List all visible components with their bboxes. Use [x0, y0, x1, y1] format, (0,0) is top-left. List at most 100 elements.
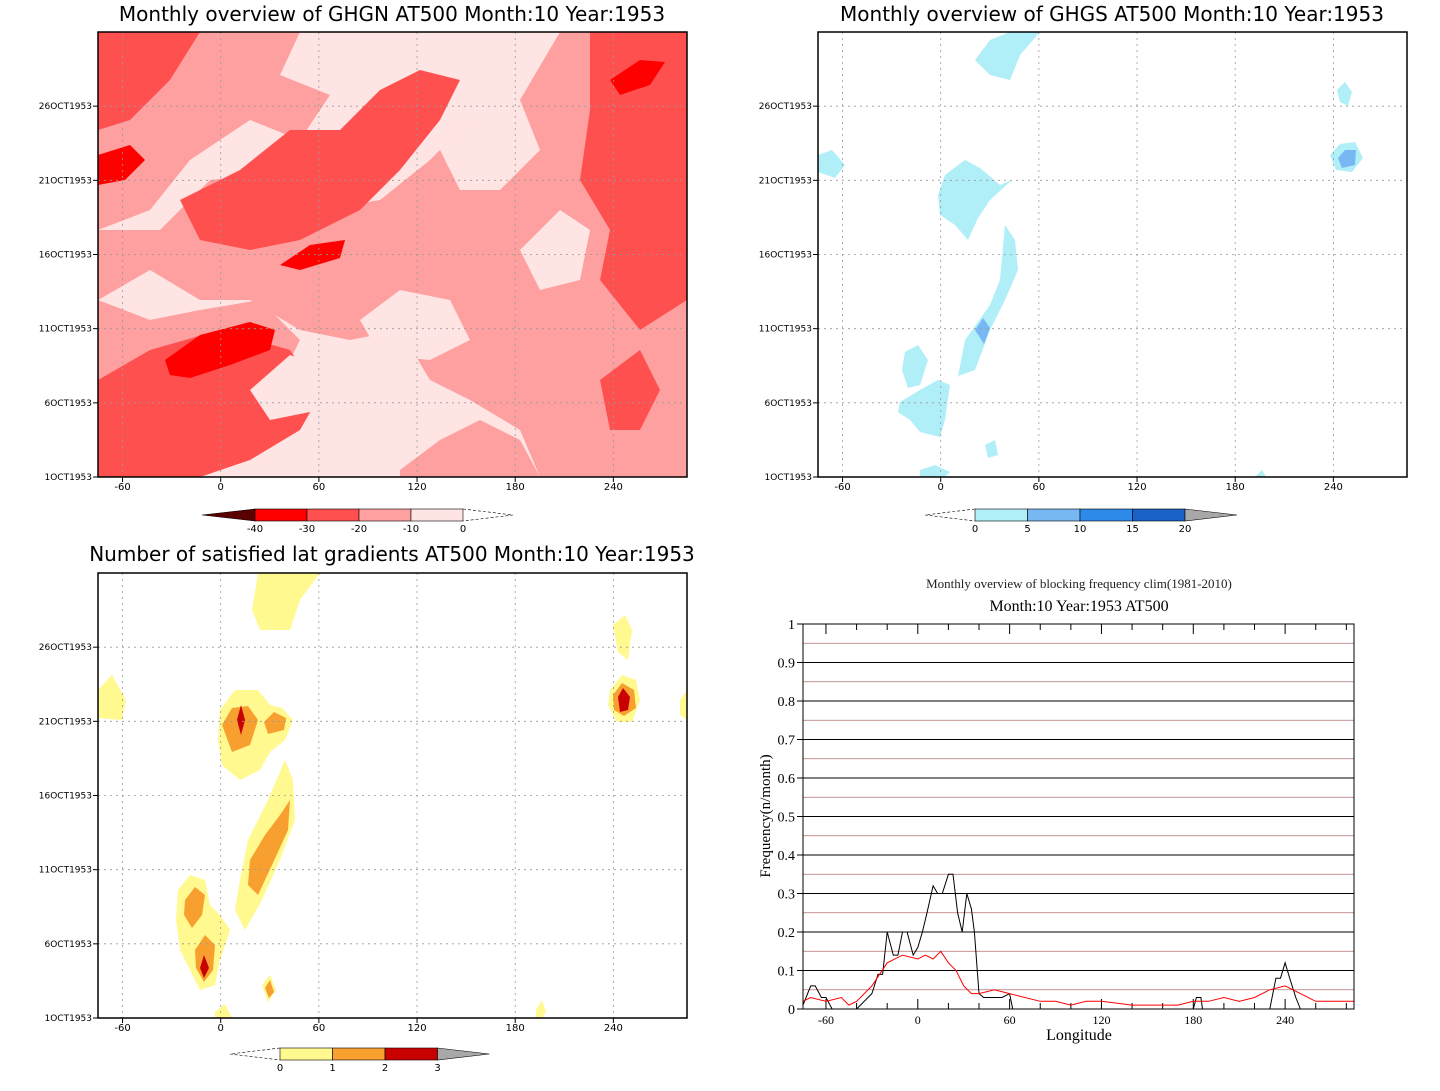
ghgn-y-tick-label: 1OCT1953: [45, 473, 93, 483]
grad-title: Number of satisfied lat gradients AT500 …: [89, 542, 695, 566]
ghgn-colorbar: -40 -30 -20 -10 0: [201, 508, 514, 535]
freq-x-tick-label: 180: [1184, 1013, 1202, 1027]
ghgs-y-tick-label: 11OCT1953: [759, 325, 812, 335]
grad-colorbar-label: 0: [277, 1063, 283, 1074]
grad-x-tick-label: 60: [313, 1023, 326, 1034]
ghgn-x-tick-label: 240: [604, 482, 623, 493]
ghgs-grid: [818, 32, 1407, 477]
grad-contour: [248, 800, 290, 895]
ghgs-contour: [958, 225, 1018, 376]
ghgn-x-tick-label: 0: [218, 482, 224, 493]
ghgn-contour: [580, 32, 687, 330]
freq-y-tick-label: 0.5: [778, 811, 796, 826]
grad-panel: Number of satisfied lat gradients AT500 …: [39, 542, 695, 1074]
grad-contour: [613, 615, 632, 660]
freq-panel: Monthly overview of blocking frequency c…: [758, 576, 1355, 1044]
ghgn-x-tick-label: 60: [313, 482, 326, 493]
grad-field: [98, 573, 687, 1018]
ghgn-colorbar-swatch: [306, 508, 360, 522]
ghgn-y-tick-label: 11OCT1953: [39, 325, 92, 335]
ghgn-contour: [600, 350, 660, 430]
ghgs-x-tick-label: 60: [1033, 482, 1046, 493]
ghgs-contour: [902, 345, 928, 388]
ghgn-contour: [98, 32, 200, 130]
ghgs-x-tick-label: 120: [1127, 482, 1146, 493]
freq-y-tick-label: 0.6: [778, 772, 796, 787]
grad-colorbar-label: 2: [382, 1063, 388, 1074]
ghgs-x-tick-label: 0: [938, 482, 944, 493]
ghgn-colorbar-swatch: [358, 508, 412, 522]
grad-colorbar: 0 1 2 3: [229, 1047, 490, 1074]
ghgs-contour: [818, 150, 845, 178]
grad-x-tick-label: 180: [506, 1023, 525, 1034]
grad-x-tick-label: 120: [407, 1023, 426, 1034]
ghgs-colorbar-label: 5: [1024, 524, 1030, 535]
ghgn-x-tick-label: 180: [506, 482, 525, 493]
ghgn-axes: -60 0 60 120 180 240 26OCT1953 21OCT1953 16OCT19…: [39, 102, 623, 493]
freq-x-tick-label: 240: [1276, 1013, 1294, 1027]
ghgn-colorbar-label: -20: [351, 524, 367, 535]
ghgn-grid: [98, 32, 687, 477]
ghgn-panel: Monthly overview of GHGN AT500 Month:10 …: [39, 2, 688, 535]
ghgn-contour: [400, 420, 540, 477]
grad-colorbar-swatch: [332, 1047, 386, 1061]
freq-title: Monthly overview of blocking frequency c…: [926, 576, 1232, 591]
ghgs-colorbar-swatch: [1184, 508, 1238, 522]
grad-contour: [215, 1004, 232, 1018]
ghgs-colorbar-swatch: [974, 508, 1028, 522]
ghgn-y-tick-label: 6OCT1953: [45, 399, 93, 409]
grad-colorbar-label: 3: [434, 1063, 440, 1074]
freq-x-tick-label: 0: [915, 1013, 921, 1027]
grad-y-tick-label: 6OCT1953: [45, 940, 93, 950]
freq-series-observed-line: [802, 873, 1354, 1010]
ghgs-colorbar-label: 15: [1126, 524, 1139, 535]
ghgs-colorbar: 0 5 10 15 20: [924, 508, 1238, 535]
freq-frame: [802, 623, 1355, 1010]
grad-colorbar-swatch: [437, 1047, 490, 1061]
freq-y-tick-label: 0.2: [778, 926, 796, 941]
grad-y-tick-label: 26OCT1953: [39, 643, 92, 653]
ghgn-contour: [610, 60, 665, 95]
ghgn-contour: [510, 310, 580, 380]
ghgn-colorbar-swatch: [201, 508, 256, 522]
ghgn-y-tick-label: 21OCT1953: [39, 176, 92, 186]
freq-ylabel: Frequency(n/month): [758, 754, 774, 877]
ghgn-contour: [98, 145, 145, 185]
ghgs-colorbar-swatch: [924, 508, 976, 522]
ghgn-colorbar-label: 0: [460, 524, 466, 535]
ghgs-x-tick-label: 240: [1324, 482, 1343, 493]
ghgs-contour: [920, 465, 950, 477]
grad-contour: [252, 573, 320, 630]
grad-x-tick-label: -60: [114, 1023, 130, 1034]
freq-y-tick-label: 0.1: [778, 965, 796, 980]
ghgs-y-tick-label: 26OCT1953: [759, 102, 812, 112]
ghgn-y-tick-label: 16OCT1953: [39, 251, 92, 261]
grad-grid: [98, 573, 687, 1018]
ghgn-x-tick-label: 120: [407, 482, 426, 493]
ghgn-x-tick-label: -60: [114, 482, 130, 493]
ghgn-contour: [300, 32, 400, 80]
freq-y-tick-label: 0.4: [778, 849, 796, 864]
grad-contour: [184, 887, 205, 928]
freq-x-tick-label: 60: [1004, 1013, 1016, 1027]
ghgs-contour: [1337, 82, 1352, 106]
ghgn-contour: [280, 240, 345, 270]
ghgn-colorbar-swatch: [410, 508, 464, 522]
ghgs-panel: Monthly overview of GHGS AT500 Month:10 …: [759, 2, 1408, 535]
grad-contour: [264, 712, 286, 734]
ghgs-colorbar-swatch: [1079, 508, 1133, 522]
grad-y-tick-label: 16OCT1953: [39, 792, 92, 802]
ghgs-contour: [975, 318, 990, 344]
ghgs-y-tick-label: 6OCT1953: [765, 399, 813, 409]
ghgs-y-tick-label: 16OCT1953: [759, 251, 812, 261]
freq-y-tick-label: 0.7: [778, 734, 796, 749]
ghgs-contour: [985, 440, 998, 458]
freq-y-tick-label: 0: [788, 1003, 795, 1018]
grad-y-tick-label: 1OCT1953: [45, 1014, 93, 1024]
grad-y-tick-label: 11OCT1953: [39, 866, 92, 876]
grad-contour: [618, 688, 630, 712]
grad-contour: [237, 705, 245, 735]
grad-contour: [680, 690, 687, 720]
grad-colorbar-swatch: [229, 1047, 281, 1061]
ghgn-contour: [360, 290, 470, 360]
